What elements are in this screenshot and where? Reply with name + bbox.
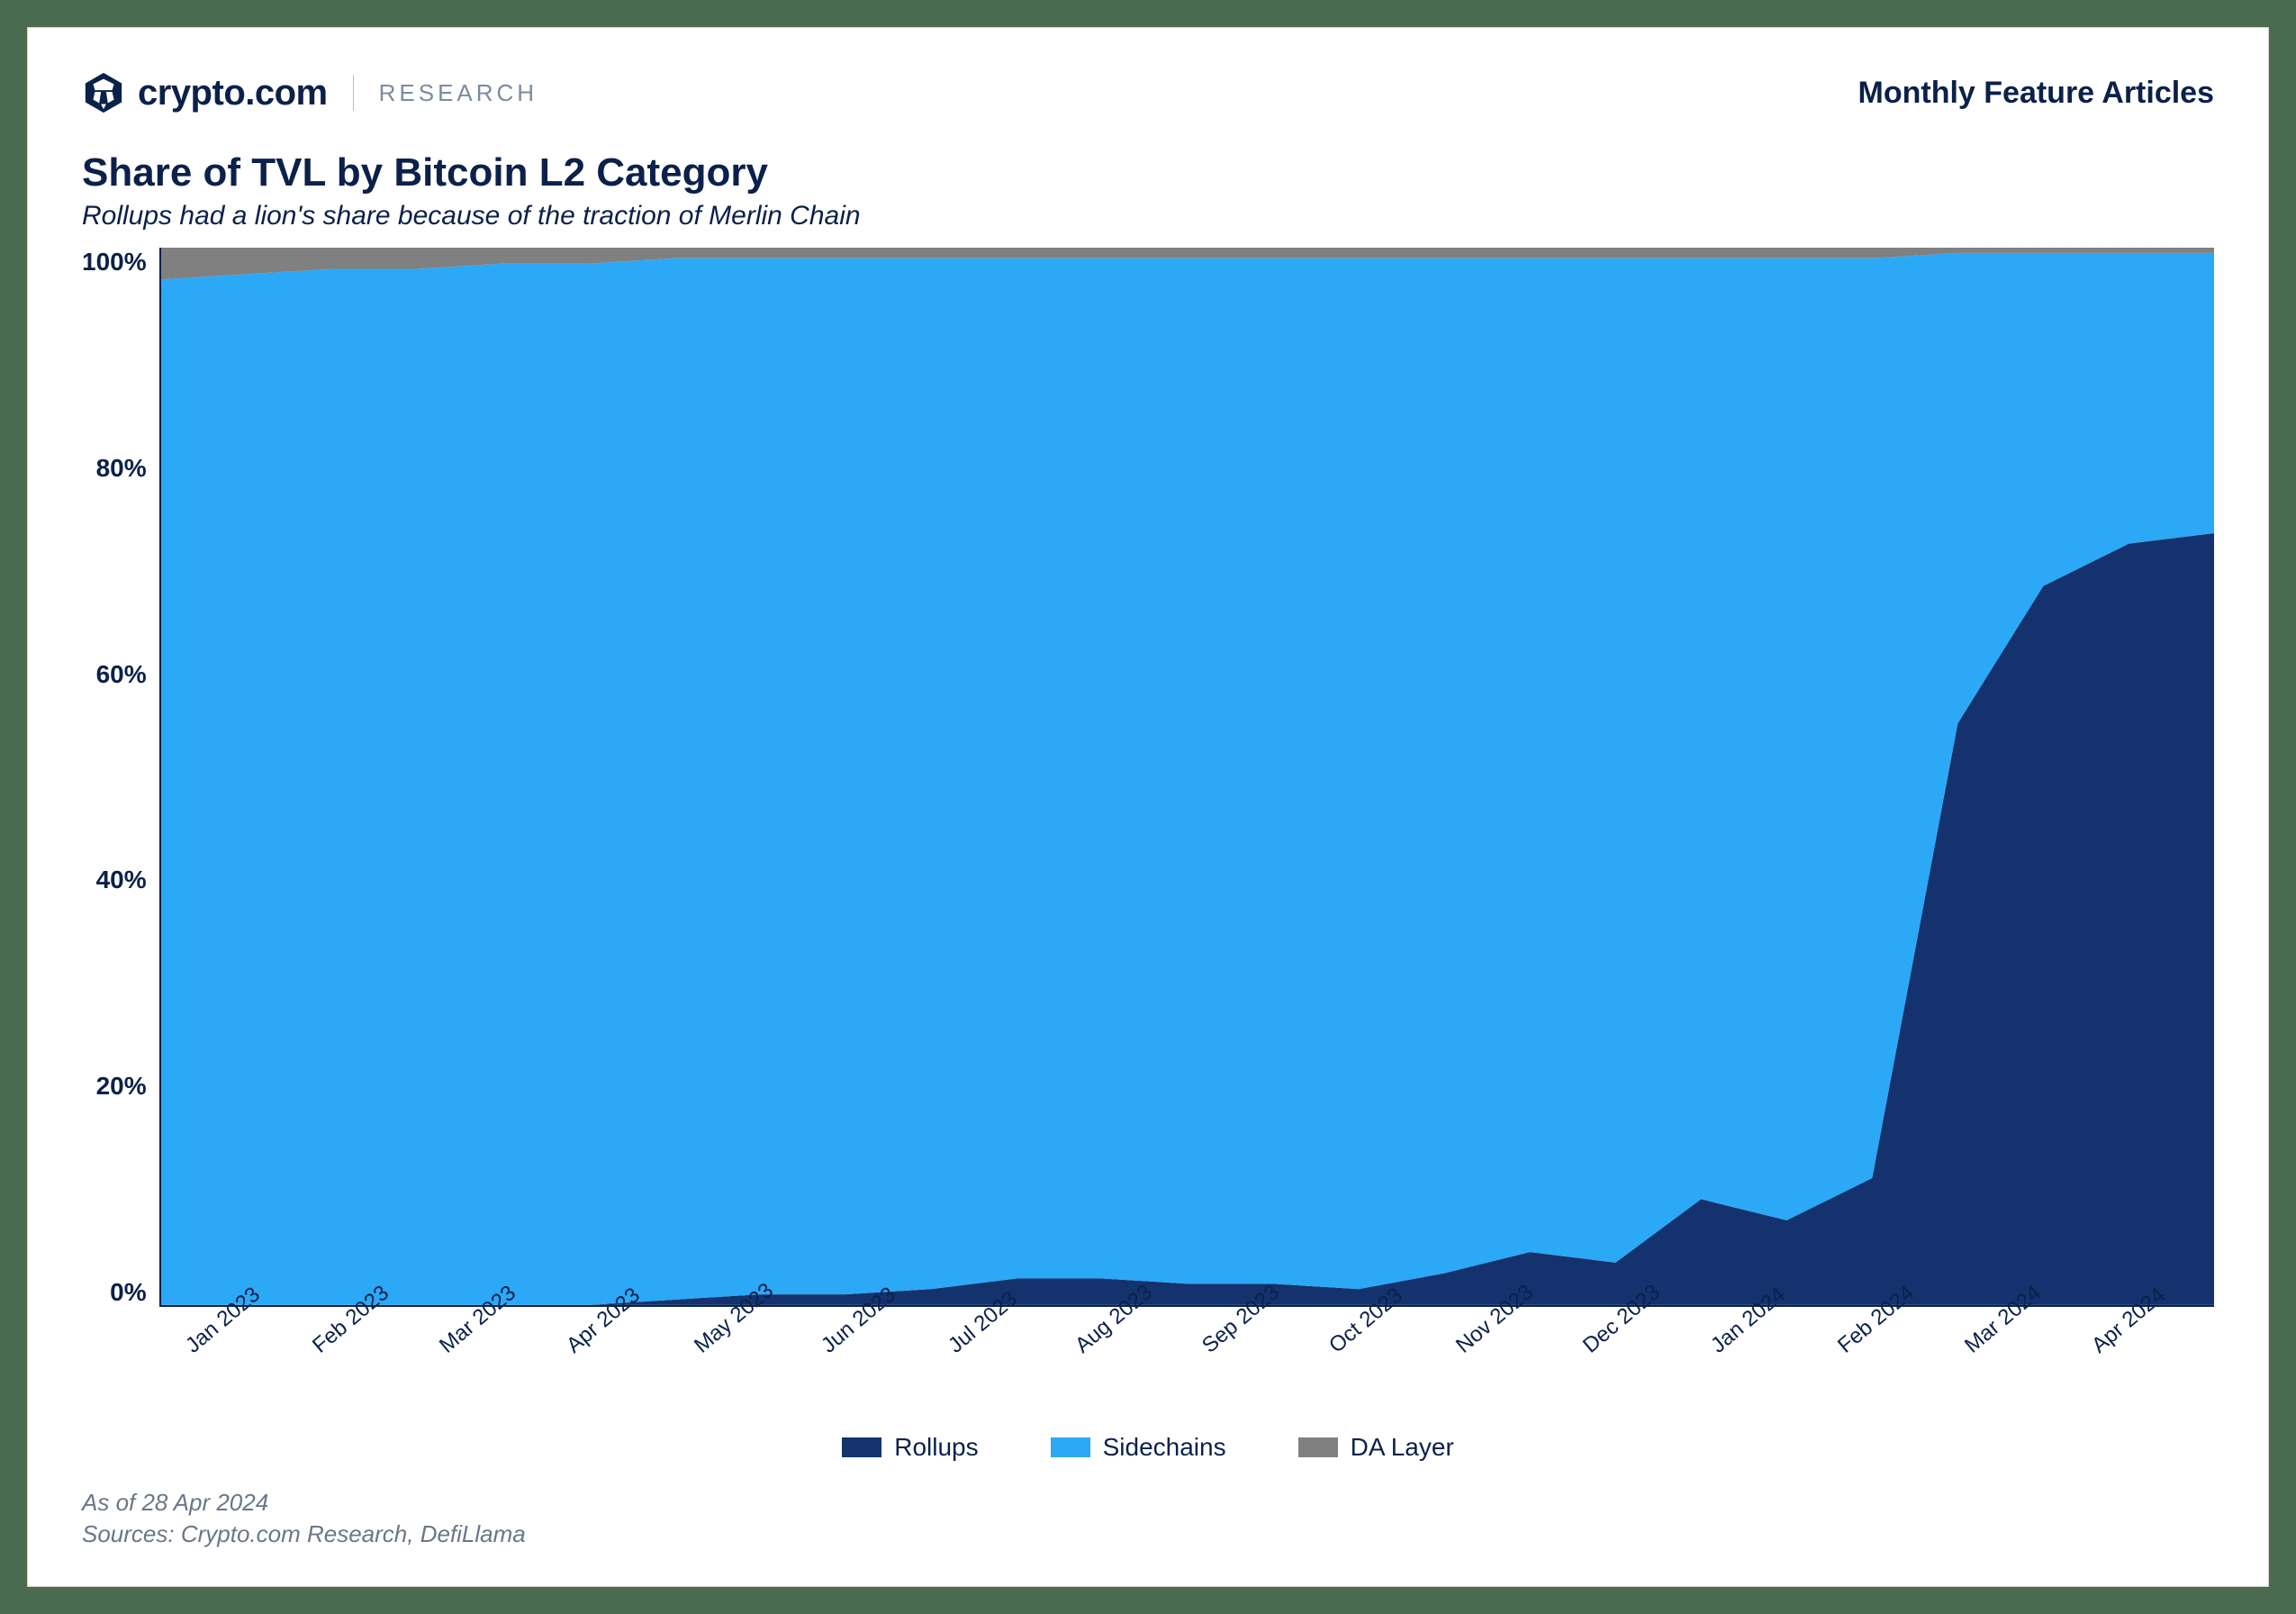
- legend-swatch: [1298, 1437, 1338, 1457]
- chart-subtitle: Rollups had a lion's share because of th…: [82, 201, 2214, 231]
- footnote: As of 28 Apr 2024 Sources: Crypto.com Re…: [82, 1487, 2214, 1550]
- y-tick: 60%: [96, 660, 147, 689]
- footnote-date: As of 28 Apr 2024: [82, 1487, 2214, 1519]
- brand-divider: [353, 75, 354, 111]
- y-tick: 80%: [96, 454, 147, 483]
- logo-group: crypto.com: [82, 71, 328, 114]
- y-tick: 20%: [96, 1072, 147, 1101]
- card: crypto.com RESEARCH Monthly Feature Arti…: [27, 27, 2269, 1587]
- legend-swatch: [842, 1437, 881, 1457]
- legend-item: Sidechains: [1051, 1433, 1226, 1462]
- feature-articles-label: Monthly Feature Articles: [1858, 76, 2214, 111]
- y-tick: 40%: [96, 866, 147, 894]
- footnote-sources: Sources: Crypto.com Research, DefiLlama: [82, 1519, 2214, 1550]
- legend-label: Rollups: [894, 1433, 978, 1462]
- brand-text: crypto.com: [138, 73, 328, 113]
- research-label: RESEARCH: [379, 79, 538, 107]
- y-tick: 0%: [110, 1278, 146, 1307]
- title-block: Share of TVL by Bitcoin L2 Category Roll…: [82, 150, 2214, 231]
- legend-label: Sidechains: [1103, 1433, 1226, 1462]
- plot-row: 100% 80% 60% 40% 20% 0%: [82, 248, 2214, 1307]
- legend-label: DA Layer: [1351, 1433, 1454, 1462]
- stacked-area-svg: [161, 248, 2214, 1305]
- legend: Rollups Sidechains DA Layer: [82, 1433, 2214, 1462]
- y-tick: 100%: [82, 248, 147, 277]
- legend-item: DA Layer: [1298, 1433, 1454, 1462]
- header: crypto.com RESEARCH Monthly Feature Arti…: [82, 71, 2214, 114]
- chart-area: 100% 80% 60% 40% 20% 0% Jan 2023Feb 2023Mar 2…: [82, 248, 2214, 1462]
- legend-item: Rollups: [842, 1433, 978, 1462]
- chart-title: Share of TVL by Bitcoin L2 Category: [82, 150, 2214, 195]
- brand-block: crypto.com RESEARCH: [82, 71, 538, 114]
- plot: [159, 248, 2214, 1307]
- legend-swatch: [1051, 1437, 1090, 1457]
- x-axis: Jan 2023Feb 2023Mar 2023Apr 2023May 2023…: [82, 1307, 2214, 1406]
- y-axis: 100% 80% 60% 40% 20% 0%: [82, 248, 159, 1307]
- crypto-com-logo-icon: [82, 71, 125, 114]
